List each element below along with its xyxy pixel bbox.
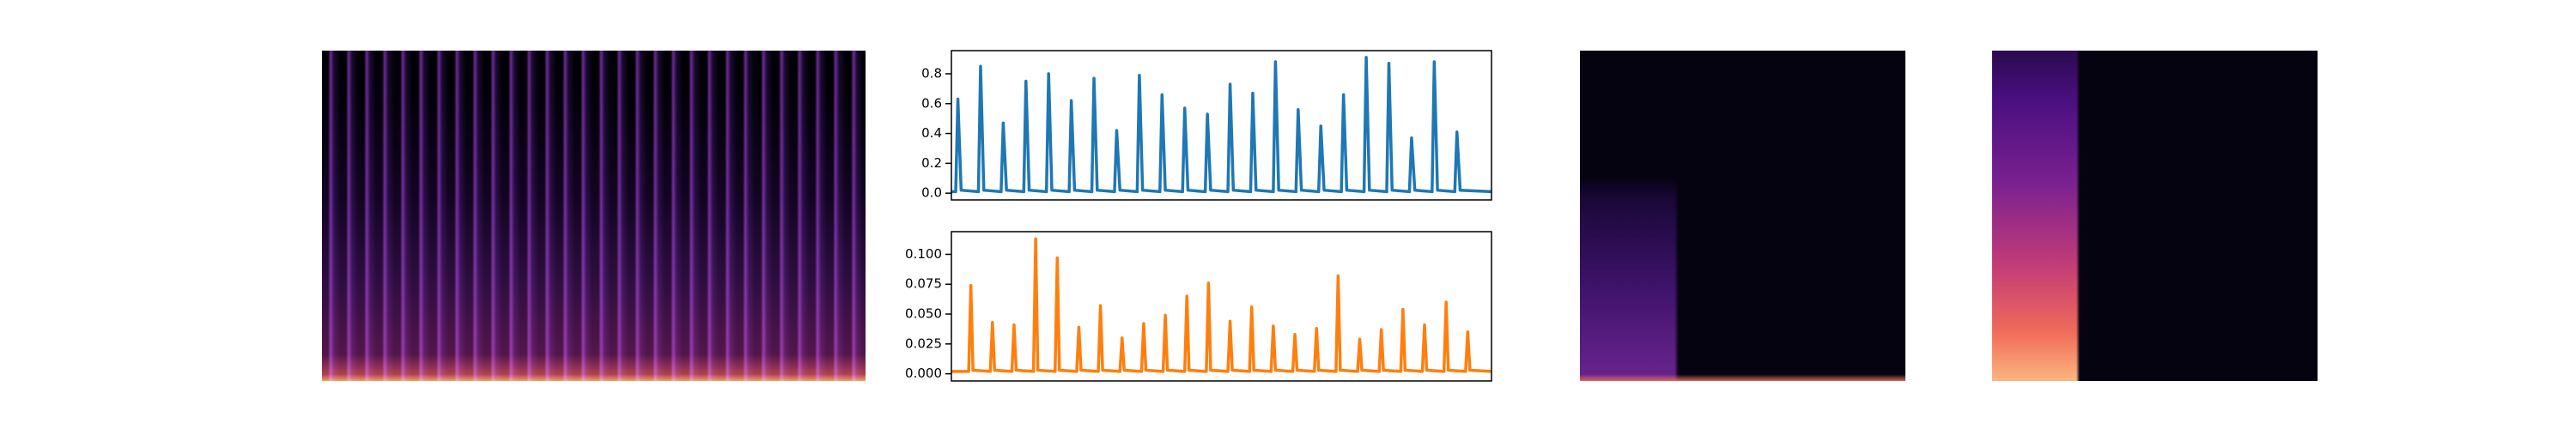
y-tick-label: 0.2 [921,155,942,171]
axes-frame [951,231,1492,382]
y-tick-label: 0.4 [921,125,942,141]
heatmap [1580,51,1905,381]
y-tick-label: 0.8 [921,65,942,81]
line [951,237,1492,373]
y-tick-label: 0.100 [905,246,942,262]
spectrogram [322,51,866,381]
y-tick-label: 0.025 [905,335,942,351]
y-tick-label: 0.6 [921,95,942,111]
y-tick-label: 0.075 [905,276,942,292]
y-tick-label: 0.050 [905,306,942,322]
axes-frame [951,50,1492,201]
line [951,56,1492,194]
y-tick-label: 0.000 [905,366,942,381]
y-tick-label: 0.0 [921,185,942,201]
heatmap [1992,51,2318,381]
